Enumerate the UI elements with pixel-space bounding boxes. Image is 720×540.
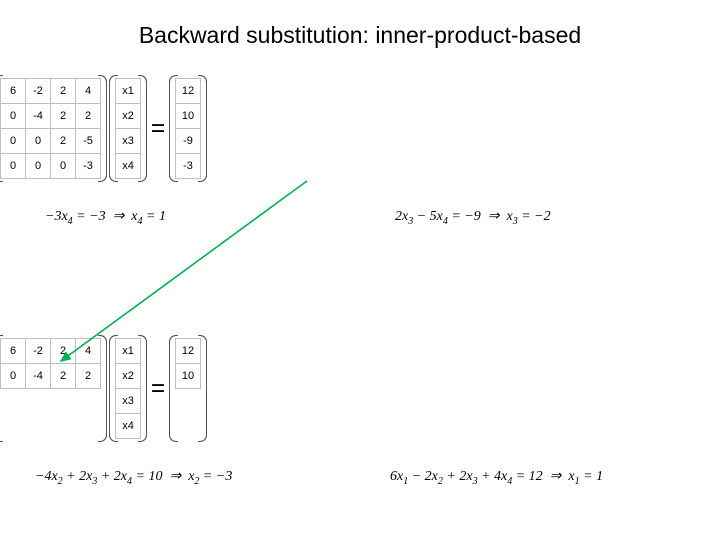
derivation-formula: 2x3 − 5x4 = −9 ⇒ x3 = −2 <box>395 208 551 227</box>
cell: 12 <box>176 339 201 364</box>
cell: 6 <box>1 339 26 364</box>
cell: 2 <box>51 104 76 129</box>
cell: 2 <box>51 129 76 154</box>
vector-x: x1x2x3x4 <box>115 338 141 439</box>
cell <box>26 364 51 389</box>
cell <box>1 154 26 179</box>
cell: 4 <box>76 79 101 104</box>
cell: -2 <box>26 339 51 364</box>
cell: -5 <box>76 129 101 154</box>
cell <box>26 389 51 414</box>
matrix-A: 6-2240-422002-5 <box>0 78 101 179</box>
cell <box>76 364 101 389</box>
cell <box>26 414 51 439</box>
cell: x1 <box>116 339 141 364</box>
cell <box>176 389 201 414</box>
matrix-A: 6-224 <box>0 338 101 439</box>
vector-b: 12 <box>175 338 201 439</box>
vector-b: 1210-9 <box>175 78 201 179</box>
equation-panel: 6-224 x1x2x3x4 = 12 <box>0 338 201 439</box>
cell: -4 <box>26 104 51 129</box>
cell <box>51 389 76 414</box>
derivation-formula: −3x4 = −3 ⇒ x4 = 1 <box>45 208 166 227</box>
cell <box>51 364 76 389</box>
cell <box>1 414 26 439</box>
cell: x3 <box>116 129 141 154</box>
cell: 2 <box>51 339 76 364</box>
cell <box>51 414 76 439</box>
cell <box>76 154 101 179</box>
cell: 0 <box>1 129 26 154</box>
cell <box>51 154 76 179</box>
cell: x4 <box>116 154 141 179</box>
derivation-formula: 6x1 − 2x2 + 2x3 + 4x4 = 12 ⇒ x1 = 1 <box>390 468 603 487</box>
cell: 4 <box>76 339 101 364</box>
derivation-formula: −4x2 + 2x3 + 2x4 = 10 ⇒ x2 = −3 <box>35 468 232 487</box>
page-title: Backward substitution: inner-product-bas… <box>0 22 720 49</box>
cell: 10 <box>176 104 201 129</box>
cell: 2 <box>51 79 76 104</box>
cell: -2 <box>26 79 51 104</box>
cell: x4 <box>116 414 141 439</box>
equation-panel: 6-2240-422002-5x1x2x3x4=1210-9 <box>0 78 201 179</box>
cell <box>76 414 101 439</box>
cell: 0 <box>1 104 26 129</box>
cell <box>26 154 51 179</box>
cell: x3 <box>116 389 141 414</box>
cell <box>176 154 201 179</box>
cell <box>1 389 26 414</box>
equals-sign: = <box>151 375 165 403</box>
cell <box>176 364 201 389</box>
vector-x: x1x2x3x4 <box>115 78 141 179</box>
cell: 0 <box>26 129 51 154</box>
cell <box>76 389 101 414</box>
cell <box>176 414 201 439</box>
cell: 12 <box>176 79 201 104</box>
cell: x2 <box>116 104 141 129</box>
cell: -9 <box>176 129 201 154</box>
cell: 6 <box>1 79 26 104</box>
cell <box>1 364 26 389</box>
cell: x2 <box>116 364 141 389</box>
equals-sign: = <box>151 115 165 143</box>
cell: 2 <box>76 104 101 129</box>
cell: x1 <box>116 79 141 104</box>
